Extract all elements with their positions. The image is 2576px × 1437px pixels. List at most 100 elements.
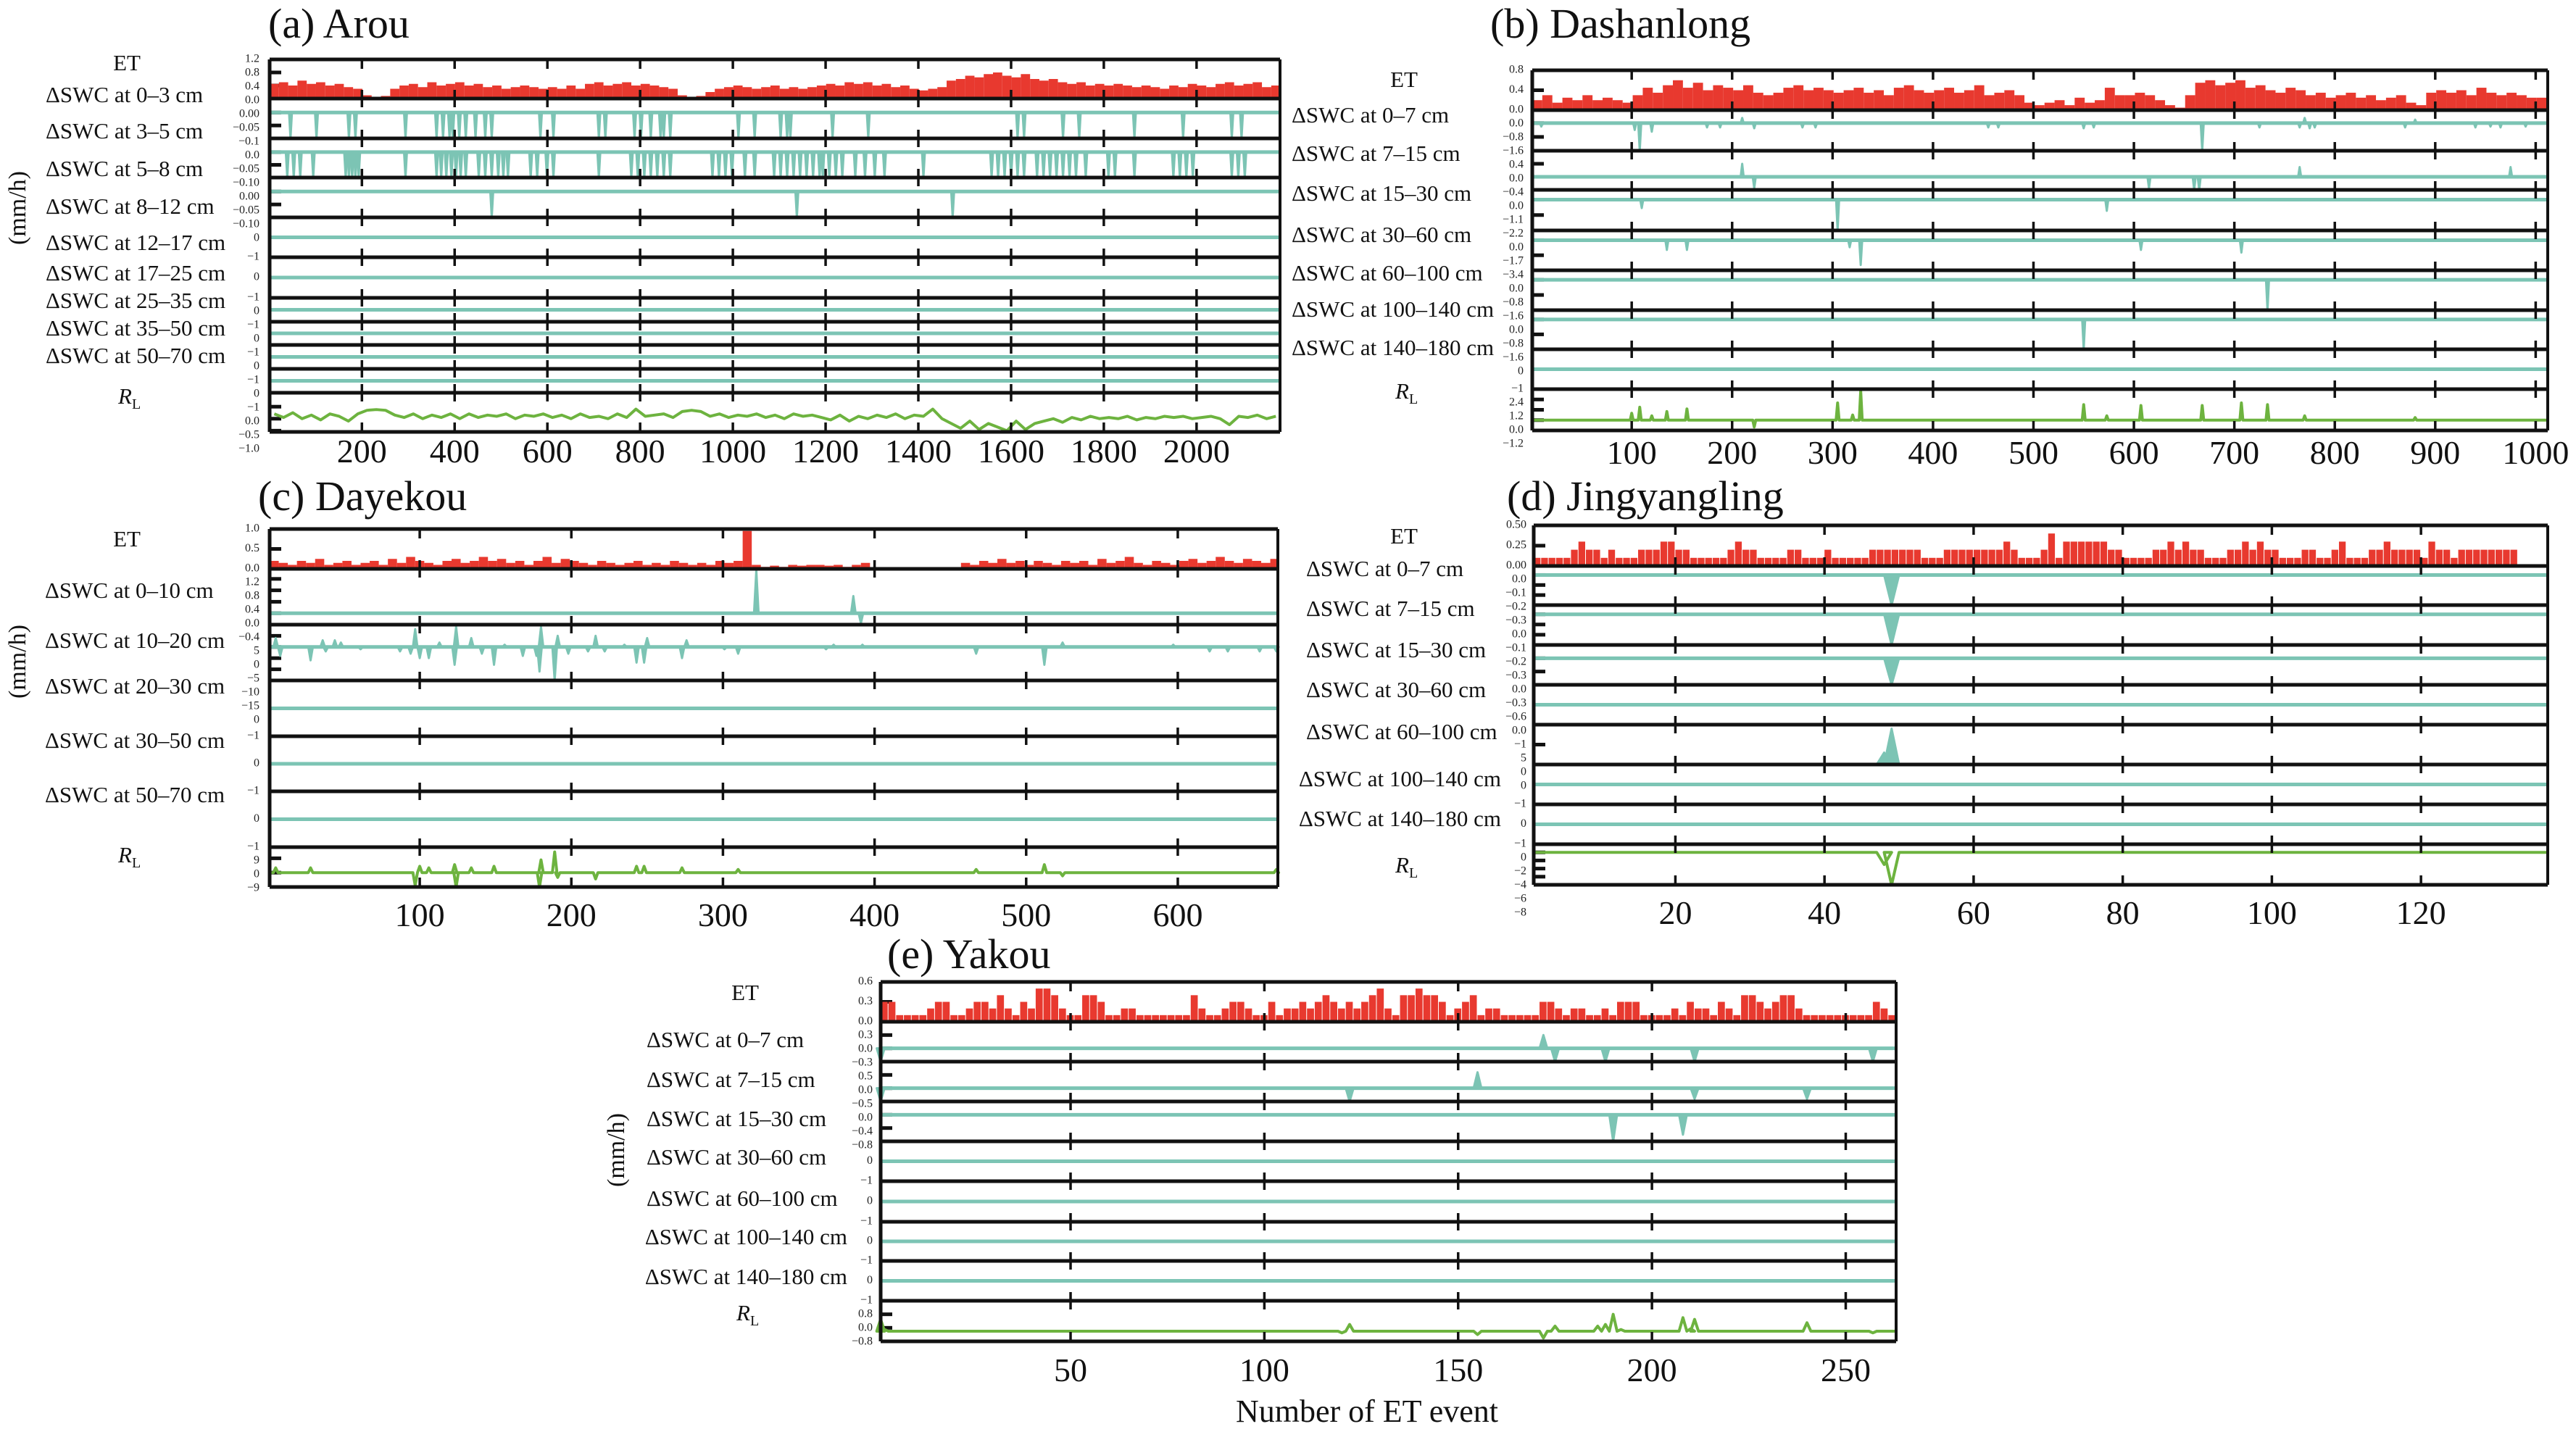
et-bar: [934, 1001, 942, 1022]
et-bar: [715, 561, 725, 569]
et-bar: [652, 562, 661, 569]
x-tick-label: 80: [2106, 894, 2140, 931]
et-bar: [863, 82, 873, 99]
swc-spike: [1882, 573, 1900, 607]
et-bar: [1563, 557, 1571, 566]
et-bar: [734, 561, 743, 569]
swc-spike: [519, 646, 526, 657]
et-bar: [570, 561, 579, 569]
swc-spike: [544, 151, 550, 179]
et-bar: [2503, 549, 2510, 566]
y-tick-label: 0.5: [245, 542, 259, 554]
et-bar: [1616, 557, 1623, 566]
x-tick-label: 800: [615, 433, 665, 470]
et-bar: [1857, 1015, 1865, 1022]
et-bar: [515, 561, 525, 569]
y-tick-label: 0: [254, 271, 259, 283]
et-bar: [1052, 565, 1061, 569]
swc-spike: [641, 151, 647, 179]
swc-spike: [1882, 657, 1900, 686]
et-bar: [2185, 95, 2195, 110]
et-bar: [1675, 549, 1682, 566]
et-bar: [2182, 541, 2190, 566]
swc-spike: [468, 636, 475, 649]
swc-spike: [648, 151, 654, 179]
et-bar: [1874, 90, 1885, 110]
row-label: ET: [1390, 67, 1418, 92]
et-bar: [1660, 541, 1668, 566]
et-bar: [992, 72, 1002, 99]
et-bar: [2369, 549, 2376, 566]
et-bar: [2279, 557, 2286, 566]
et-bar: [1322, 995, 1330, 1022]
et-bar: [1216, 83, 1225, 99]
et-bar: [1206, 561, 1216, 569]
et-bar: [1144, 1015, 1152, 1022]
swc-spike: [352, 111, 358, 140]
swc-spike: [716, 151, 722, 179]
swc-spike: [872, 151, 878, 179]
swc-spike: [1170, 643, 1177, 649]
swc-spike: [1649, 122, 1655, 133]
et-bar: [1811, 1015, 1819, 1022]
y-tick-label: −0.3: [1505, 615, 1526, 627]
y-tick-label: −1: [247, 251, 259, 263]
et-bar: [2272, 549, 2279, 566]
et-bar: [1190, 995, 1198, 1022]
x-tick-label: 200: [1627, 1351, 1677, 1388]
et-bar: [370, 561, 379, 569]
et-bar: [2446, 92, 2456, 110]
panel-title: (d) Jingyangling: [1507, 472, 1784, 520]
swc-spike: [2522, 122, 2529, 128]
et-bar: [706, 565, 715, 569]
strip-swc: ΔSWC at 60–100 cm 50: [1306, 719, 1900, 778]
et-bar: [2466, 95, 2477, 110]
swc-spike: [950, 190, 955, 219]
et-bar: [2255, 85, 2266, 110]
et-bar: [1958, 549, 1966, 566]
row-label: ET: [1390, 523, 1418, 549]
et-bar: [2325, 97, 2336, 110]
strip-swc: ΔSWC at 0–10 cm 1.2 0.8 0.40.0−0.4: [45, 569, 1278, 643]
row-label: ΔSWC at 0–7 cm: [1292, 102, 1449, 128]
et-bar: [353, 88, 362, 99]
et-bar: [1795, 1008, 1803, 1022]
y-tick-label: 1.2: [1509, 410, 1524, 422]
swc-spike: [1985, 122, 1991, 129]
swc-spike: [1256, 646, 1263, 653]
et-bar: [1816, 557, 1824, 566]
et-bar: [1981, 549, 1988, 566]
et-bar: [501, 88, 511, 99]
x-tick-label: 500: [1001, 896, 1051, 933]
swc-spike: [1076, 111, 1082, 140]
et-bar: [2077, 541, 2085, 566]
et-bar: [1160, 562, 1171, 569]
y-tick-label: 0.4: [1509, 159, 1524, 171]
y-tick-label: −0.4: [1503, 186, 1524, 199]
et-bar: [1663, 85, 1674, 110]
y-tick-label: −0.10: [233, 218, 259, 230]
swc-spike: [2104, 199, 2110, 212]
et-bar: [724, 562, 734, 569]
swc-spike: [444, 151, 449, 179]
et-bar: [1880, 1008, 1888, 1022]
swc-spike: [457, 111, 462, 140]
swc-spike: [439, 151, 444, 179]
et-bar: [2155, 100, 2166, 110]
swc-spike: [1704, 122, 1710, 129]
et-bar: [2219, 557, 2227, 566]
swc-spike: [425, 646, 433, 659]
swc-spike: [1083, 151, 1089, 179]
et-bar: [2167, 541, 2174, 566]
y-tick-label: −1.6: [1503, 145, 1524, 157]
y-tick-label: −0.3: [1505, 670, 1526, 682]
et-bar: [588, 565, 597, 569]
et-bar: [2480, 549, 2488, 566]
swc-spike: [683, 639, 690, 649]
et-bar: [378, 565, 389, 569]
swc-spike: [635, 151, 641, 179]
y-tick-label: 0: [1521, 817, 1526, 830]
et-bar: [478, 557, 489, 569]
row-label: RL: [1395, 852, 1418, 880]
series: [1534, 533, 2517, 566]
